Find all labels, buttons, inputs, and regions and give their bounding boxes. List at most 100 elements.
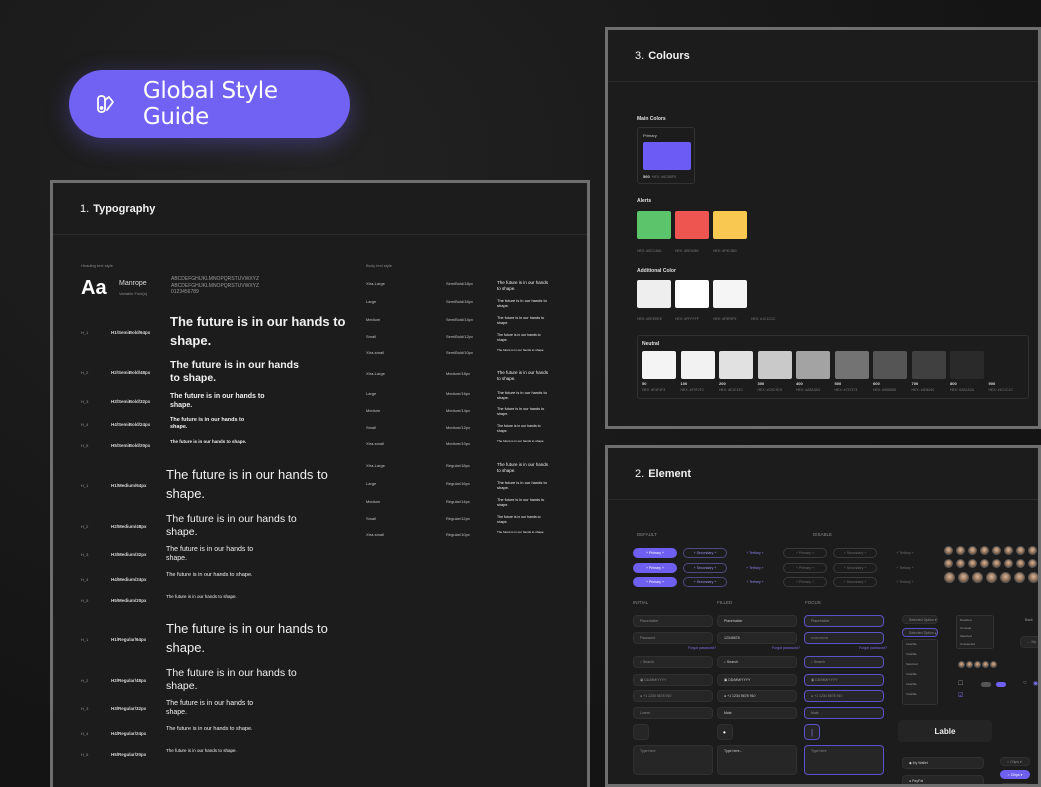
dropdown-option[interactable]: Selected <box>906 662 918 666</box>
alert-swatch <box>675 211 709 239</box>
otp-box[interactable] <box>633 724 649 740</box>
heading-sample: The future is in our hands to shape. <box>170 439 247 444</box>
select-input[interactable]: Male <box>717 707 797 719</box>
paypal-option[interactable]: ● PayPal <box>902 775 984 784</box>
password-input[interactable]: •••••••••••••• <box>804 632 884 644</box>
date-input[interactable]: ▣ DD/MM/YYYY <box>633 674 713 686</box>
additional-hex: HEX: #1C1C1C <box>751 317 776 321</box>
select-input[interactable]: Lorem <box>633 707 713 719</box>
neutral-label: Neutral <box>642 341 660 347</box>
heading-id: H_4 <box>81 422 89 428</box>
avatar <box>1016 546 1025 555</box>
chip[interactable]: ○ Chips ▾ <box>1000 757 1030 766</box>
tertiary-button[interactable]: + Tertiary + <box>746 566 764 570</box>
dropdown-select[interactable]: Selected Option ▾ <box>902 615 938 624</box>
dropdown-option[interactable]: Invisible <box>906 642 917 646</box>
body-sample: The future is in our hands to shape. <box>497 480 547 491</box>
typography-header: 1. Typography <box>53 183 587 235</box>
heading-id: H_3 <box>81 552 89 558</box>
primary-button-disabled: + Primary + <box>783 577 827 587</box>
phone-input[interactable]: ● +1 1234 5678 910 <box>633 690 713 702</box>
tertiary-button[interactable]: + Tertiary + <box>746 580 764 584</box>
heading-name: H2/Medium/48px <box>111 524 147 530</box>
heading-id: H_3 <box>81 706 89 712</box>
textarea[interactable]: Type here <box>804 745 884 775</box>
neutral-hex: HEX: #737373 <box>834 388 858 392</box>
body-name: Medium/14px <box>446 408 471 413</box>
dropdown-option[interactable]: Invisible <box>906 672 917 676</box>
alerts-label: Alerts <box>637 198 652 204</box>
dropdown-option[interactable]: Invisible <box>906 692 917 696</box>
radio[interactable]: ○ <box>1023 680 1027 686</box>
heading-name: H4/Regular/24px <box>111 731 147 737</box>
text-input[interactable]: Placeholder <box>633 615 713 627</box>
checkbox[interactable]: ☐ <box>958 681 964 687</box>
forgot-password-link[interactable]: Forgot password? <box>859 646 888 650</box>
search-input[interactable]: ⌕ Search <box>804 656 884 668</box>
neutral-num: 500 <box>834 381 842 386</box>
select-input[interactable]: Male <box>804 707 884 719</box>
back-label[interactable]: Back <box>1025 618 1033 622</box>
secondary-button[interactable]: + Secondary + <box>683 563 727 573</box>
toggle-off[interactable] <box>981 682 991 687</box>
neutral-hex: HEX: #A3A3A3 <box>796 388 820 392</box>
list-option[interactable]: Unselected <box>960 642 976 646</box>
neutral-swatch <box>911 351 946 379</box>
radio-checked[interactable]: ◉ <box>1033 681 1039 687</box>
chip-active[interactable]: ○ Chips ▾ <box>1000 770 1030 779</box>
chip[interactable]: ○ Chips ▾ <box>1000 783 1030 784</box>
back-button[interactable]: ← My <box>1020 636 1038 648</box>
phone-input[interactable]: ● +1 1234 5678 910 <box>804 690 884 702</box>
neutral-swatch <box>719 351 753 379</box>
search-input[interactable]: ⌕ Search <box>717 656 797 668</box>
list-option[interactable]: Disabled <box>960 618 972 622</box>
neutral-hex: HEX: #2A2A2A <box>950 388 974 392</box>
list-option[interactable]: Unusual <box>960 626 972 630</box>
password-input[interactable]: Password <box>633 632 713 644</box>
primary-button[interactable]: + Primary + <box>633 577 677 587</box>
list-option[interactable]: Selected <box>960 634 972 638</box>
checkbox-checked[interactable]: ☑ <box>958 693 964 699</box>
password-input[interactable]: 12345678 <box>717 632 797 644</box>
avatar <box>992 559 1001 568</box>
dropdown-menu: Invisible Invisible Selected Invisible Invis… <box>902 639 938 705</box>
primary-button[interactable]: + Primary + <box>633 563 677 573</box>
otp-box[interactable]: | <box>804 724 820 740</box>
body-name: Regular/10px <box>446 532 470 537</box>
wallet-option[interactable]: ◆ My Wallet <box>902 757 984 769</box>
additional-swatch <box>713 280 747 308</box>
body-name: SemiBold/14px <box>446 317 473 322</box>
text-input[interactable]: Placeholder <box>717 615 797 627</box>
dropdown-option[interactable]: Invisible <box>906 682 917 686</box>
dropdown-select[interactable]: Selected Option ▴ <box>902 628 938 637</box>
secondary-button-disabled: + Secondary + <box>833 563 877 573</box>
secondary-button[interactable]: + Secondary + <box>683 577 727 587</box>
tertiary-button[interactable]: + Tertiary + <box>746 551 764 555</box>
forgot-password-link[interactable]: Forgot password? <box>688 646 717 650</box>
heading-sample: The future is in our hands to shape. <box>166 748 237 753</box>
body-name: Regular/14px <box>446 499 470 504</box>
text-input[interactable]: Placeholder <box>804 615 884 627</box>
forgot-password-link[interactable]: Forgot password? <box>772 646 801 650</box>
body-size: Medium <box>366 499 381 504</box>
label-button[interactable]: Lable <box>898 720 992 742</box>
date-input[interactable]: ▣ DD/MM/YYYY <box>804 674 884 686</box>
heading-sample: The future is in our hands to shape. <box>170 314 346 348</box>
search-input[interactable]: ⌕ Search <box>633 656 713 668</box>
textarea[interactable]: Type here... <box>717 745 797 775</box>
secondary-button[interactable]: + Secondary + <box>683 548 727 558</box>
textarea[interactable]: Type here <box>633 745 713 775</box>
neutral-hex: HEX: #1C1C1C <box>988 388 1014 392</box>
tertiary-button-disabled: + Tertiary + <box>896 566 914 570</box>
otp-box[interactable]: • <box>717 724 733 740</box>
dropdown-option[interactable]: Invisible <box>906 652 917 656</box>
neutral-num: 600 <box>873 381 880 386</box>
phone-input[interactable]: ● +1 1234 5678 910 <box>717 690 797 702</box>
neutral-num: 50 <box>642 381 647 386</box>
additional-swatch <box>675 280 709 308</box>
heading-name: H1/SemiBold/64px <box>111 329 151 335</box>
date-input[interactable]: ▣ DD/MM/YYYY <box>717 674 797 686</box>
heading-id: H_1 <box>81 329 89 335</box>
primary-button[interactable]: + Primary + <box>633 548 677 558</box>
toggle-on[interactable] <box>996 682 1006 687</box>
